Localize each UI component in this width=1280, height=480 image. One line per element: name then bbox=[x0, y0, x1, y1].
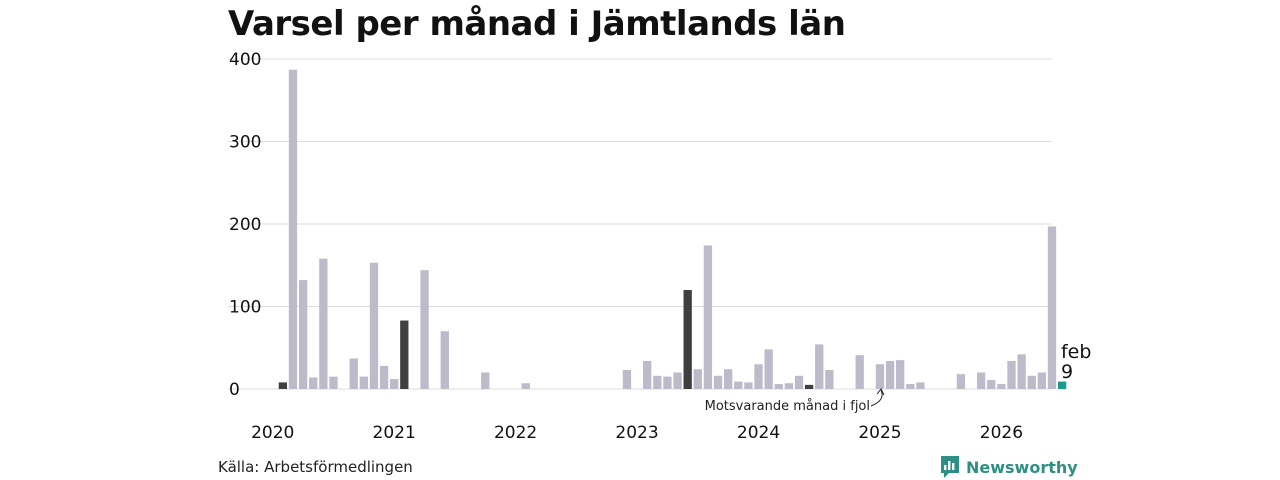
compare-arrow bbox=[870, 389, 883, 407]
bar bbox=[359, 376, 368, 389]
compare-arrowhead bbox=[876, 388, 885, 396]
bar bbox=[703, 245, 713, 389]
bar bbox=[774, 384, 783, 389]
chart-title: Varsel per månad i Jämtlands län bbox=[228, 4, 846, 44]
bar bbox=[653, 375, 662, 389]
bar bbox=[622, 370, 632, 389]
brand-name: Newsworthy bbox=[966, 457, 1078, 477]
current-value-label: 9 bbox=[1061, 361, 1073, 383]
bar bbox=[1007, 360, 1016, 389]
x-year-label: 2020 bbox=[251, 423, 294, 443]
bar bbox=[1037, 372, 1047, 389]
bar bbox=[481, 372, 490, 389]
y-tick-label: 200 bbox=[229, 215, 261, 235]
y-tick-label: 0 bbox=[229, 380, 240, 400]
bar bbox=[784, 383, 794, 389]
bar-same-month-previous-year bbox=[278, 382, 288, 389]
bar bbox=[764, 349, 773, 389]
bar bbox=[744, 382, 753, 389]
bar bbox=[663, 376, 672, 389]
bar bbox=[390, 379, 399, 389]
x-year-label: 2022 bbox=[494, 423, 537, 443]
x-year-label: 2021 bbox=[373, 423, 416, 443]
compare-note: Motsvarande månad i fjol bbox=[705, 399, 870, 414]
bar bbox=[643, 360, 652, 389]
y-tick-label: 300 bbox=[229, 133, 261, 153]
bar bbox=[329, 376, 338, 389]
x-year-label: 2023 bbox=[615, 423, 658, 443]
bar bbox=[379, 365, 389, 389]
bar bbox=[885, 360, 895, 389]
source-note: Källa: Arbetsförmedlingen bbox=[218, 458, 413, 476]
bar bbox=[794, 375, 804, 389]
bar bbox=[855, 355, 864, 389]
bar bbox=[420, 270, 429, 389]
y-axis-ticks: 0 100 200 300 400 bbox=[229, 50, 261, 400]
newsworthy-logo-icon bbox=[941, 456, 959, 478]
bar bbox=[815, 344, 824, 389]
bar bbox=[1027, 375, 1036, 389]
bar bbox=[349, 358, 358, 389]
brand-logo[interactable]: Newsworthy bbox=[940, 455, 1078, 479]
x-year-label: 2025 bbox=[858, 423, 901, 443]
bar bbox=[288, 69, 298, 389]
bar bbox=[298, 280, 308, 389]
annotations: feb 9 Motsvarande månad i fjol bbox=[705, 341, 1092, 414]
bar bbox=[713, 375, 723, 389]
bar-current-month bbox=[1057, 381, 1067, 389]
bar bbox=[825, 370, 834, 389]
bar bbox=[875, 364, 885, 389]
bar-same-month-previous-year bbox=[400, 320, 409, 389]
current-month-label: feb bbox=[1061, 341, 1091, 363]
y-tick-label: 100 bbox=[229, 298, 261, 318]
bar-same-month-previous-year bbox=[683, 290, 692, 389]
bar bbox=[997, 384, 1006, 389]
bar bbox=[1047, 226, 1057, 389]
bar bbox=[987, 379, 996, 389]
bar bbox=[693, 369, 702, 389]
grid-lines bbox=[228, 58, 1052, 390]
bar bbox=[896, 360, 905, 389]
bar bbox=[724, 369, 733, 389]
bar bbox=[956, 374, 966, 389]
bar bbox=[369, 262, 379, 389]
bar bbox=[673, 372, 682, 389]
bar bbox=[906, 384, 915, 389]
y-tick-label: 400 bbox=[229, 50, 261, 70]
x-axis-year-labels: 2020 2021 2022 2023 2024 2025 2026 bbox=[251, 423, 1023, 443]
bar bbox=[754, 364, 763, 389]
bar-same-month-previous-year bbox=[804, 384, 814, 389]
bar bbox=[440, 331, 449, 389]
bar bbox=[319, 258, 328, 389]
bar bbox=[977, 372, 986, 389]
bars bbox=[278, 69, 1067, 389]
x-year-label: 2024 bbox=[737, 423, 780, 443]
bar bbox=[916, 382, 925, 389]
x-year-label: 2026 bbox=[980, 423, 1023, 443]
bar bbox=[521, 383, 530, 389]
bar bbox=[1017, 354, 1026, 389]
bar bbox=[309, 377, 318, 389]
bar bbox=[734, 381, 743, 389]
